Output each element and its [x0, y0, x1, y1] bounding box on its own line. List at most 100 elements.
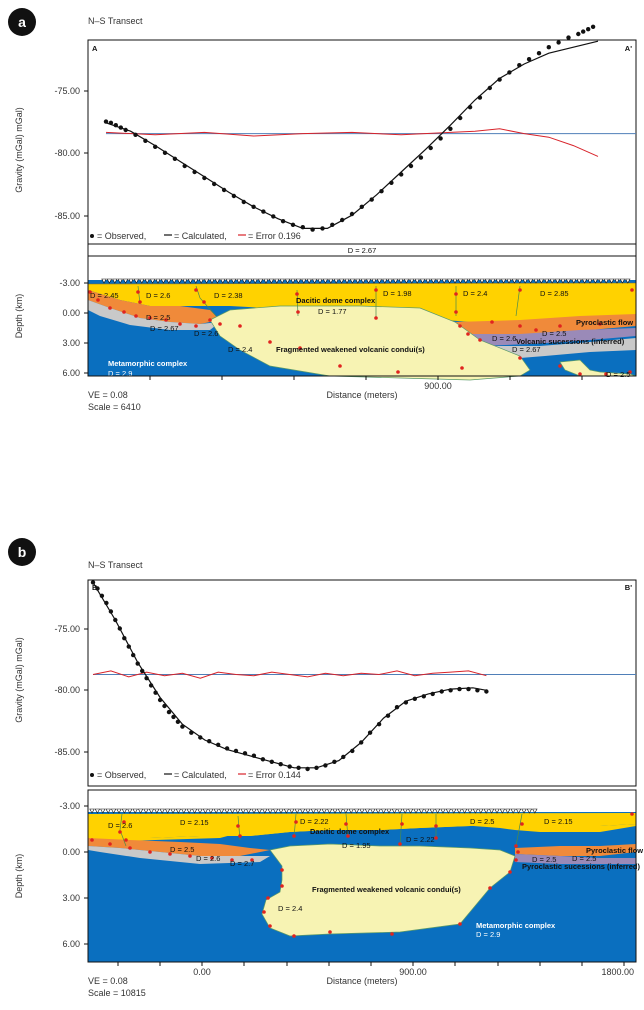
station-marker: [391, 808, 398, 814]
station-marker: [241, 278, 248, 284]
observed-point: [517, 62, 522, 68]
error-curve: [92, 670, 487, 679]
observed-point: [269, 759, 274, 764]
dome-outline: [87, 282, 637, 285]
observed-point: [182, 163, 187, 169]
station-marker: [440, 808, 446, 814]
panel-a-top-density: D = 2.67: [348, 246, 377, 255]
grey-left-body: [88, 846, 270, 864]
purple-right-body: [515, 854, 636, 864]
panel-a-scale: Scale = 6410: [88, 402, 141, 412]
station-marker: [213, 808, 219, 814]
station-marker: [430, 278, 437, 284]
station-marker: [424, 808, 430, 814]
observed-point: [108, 609, 114, 614]
station-marker: [171, 278, 177, 284]
dome-division-7: [515, 813, 523, 847]
panel-a-end-label: A': [625, 44, 632, 53]
observed-point: [233, 748, 239, 754]
panel-a-letter: a: [18, 14, 26, 30]
observed-point: [323, 763, 328, 768]
station-marker: [252, 278, 258, 284]
depth-tick: 0.00: [62, 308, 80, 318]
station-marker: [279, 278, 285, 284]
panel-b-stations: [89, 808, 538, 814]
station-marker: [494, 808, 500, 814]
observed-point: [408, 163, 414, 169]
observed-point: [385, 713, 391, 718]
station-marker: [538, 278, 545, 284]
station-marker: [144, 278, 150, 284]
station-marker: [214, 278, 221, 284]
station-marker: [105, 808, 111, 814]
station-marker: [155, 278, 161, 284]
station-marker: [608, 278, 615, 284]
panel-a-depth-ticks: -3.00 0.00 3.00 6.00: [59, 278, 88, 378]
observed-point: [428, 145, 433, 151]
observed-point: [497, 77, 502, 82]
body-name-dome: Dacitic dome complex: [310, 827, 390, 836]
station-marker: [414, 278, 420, 284]
observed-point: [260, 757, 266, 762]
conduit-body: [209, 305, 531, 381]
panel-b-letter: b: [18, 544, 27, 560]
observed-point: [251, 204, 256, 209]
station-marker: [203, 278, 210, 284]
station-marker: [289, 808, 295, 814]
observed-point: [448, 126, 453, 131]
station-marker: [527, 278, 534, 284]
observed-point: [171, 714, 176, 720]
density-label: D = 2.6: [108, 821, 132, 830]
density-label: D = 2.6: [196, 854, 220, 863]
panel-a-model: D = 2.45 D = 2.6 D = 2.38 D = 1.98 D = 2…: [87, 255, 637, 381]
observed-point: [438, 136, 443, 141]
density-label-white: D = 2.9: [108, 369, 132, 378]
station-marker: [268, 278, 275, 284]
legend-observed: = Observed,: [97, 770, 146, 780]
density-label: D = 2.15: [180, 818, 209, 827]
legend-calculated: = Calculated,: [174, 231, 227, 241]
station-marker: [176, 278, 183, 284]
density-label: D = 2.67: [150, 324, 179, 333]
station-marker: [560, 278, 566, 284]
observed-point: [379, 189, 384, 194]
dome-division-5: [399, 813, 403, 847]
station-marker: [198, 278, 204, 284]
station-marker: [278, 808, 284, 814]
station-marker: [419, 278, 426, 284]
panel-b-scale: Scale = 10815: [88, 988, 146, 998]
observed-point: [467, 105, 473, 110]
station-marker: [197, 808, 203, 814]
depth-tick: 0.00: [62, 847, 80, 857]
station-marker: [251, 808, 257, 814]
calculated-curve: [92, 582, 487, 769]
station-marker: [549, 278, 555, 284]
observed-point: [221, 187, 227, 193]
station-marker: [240, 808, 246, 814]
orange-left-body: [88, 290, 220, 324]
station-marker: [398, 278, 404, 284]
density-label: D = 2.22: [300, 817, 329, 826]
station-marker: [467, 808, 473, 814]
observed-point: [590, 24, 596, 29]
observed-point: [224, 746, 230, 751]
panel-b-xlabel: Distance (meters): [326, 976, 397, 986]
station-marker: [274, 278, 280, 284]
panel-a-ve: VE = 0.08: [88, 390, 128, 400]
panel-b-ytick-3: -85.00: [54, 747, 80, 757]
observed-point: [153, 690, 158, 695]
station-marker: [225, 278, 231, 284]
panel-b-vertices: [90, 812, 634, 938]
station-marker: [343, 808, 349, 814]
observed-point: [330, 222, 335, 227]
station-marker: [229, 808, 236, 814]
density-label: D = 2.15: [544, 817, 573, 826]
body-name-metamorphic: Metamorphic complex: [476, 921, 556, 930]
density-label: D = 2.5: [146, 313, 170, 322]
observed-point: [367, 730, 373, 735]
observed-point: [104, 600, 109, 606]
observed-point: [95, 586, 100, 591]
station-marker: [429, 808, 435, 814]
observed-point: [458, 115, 463, 121]
orange-left-body: [88, 838, 270, 856]
